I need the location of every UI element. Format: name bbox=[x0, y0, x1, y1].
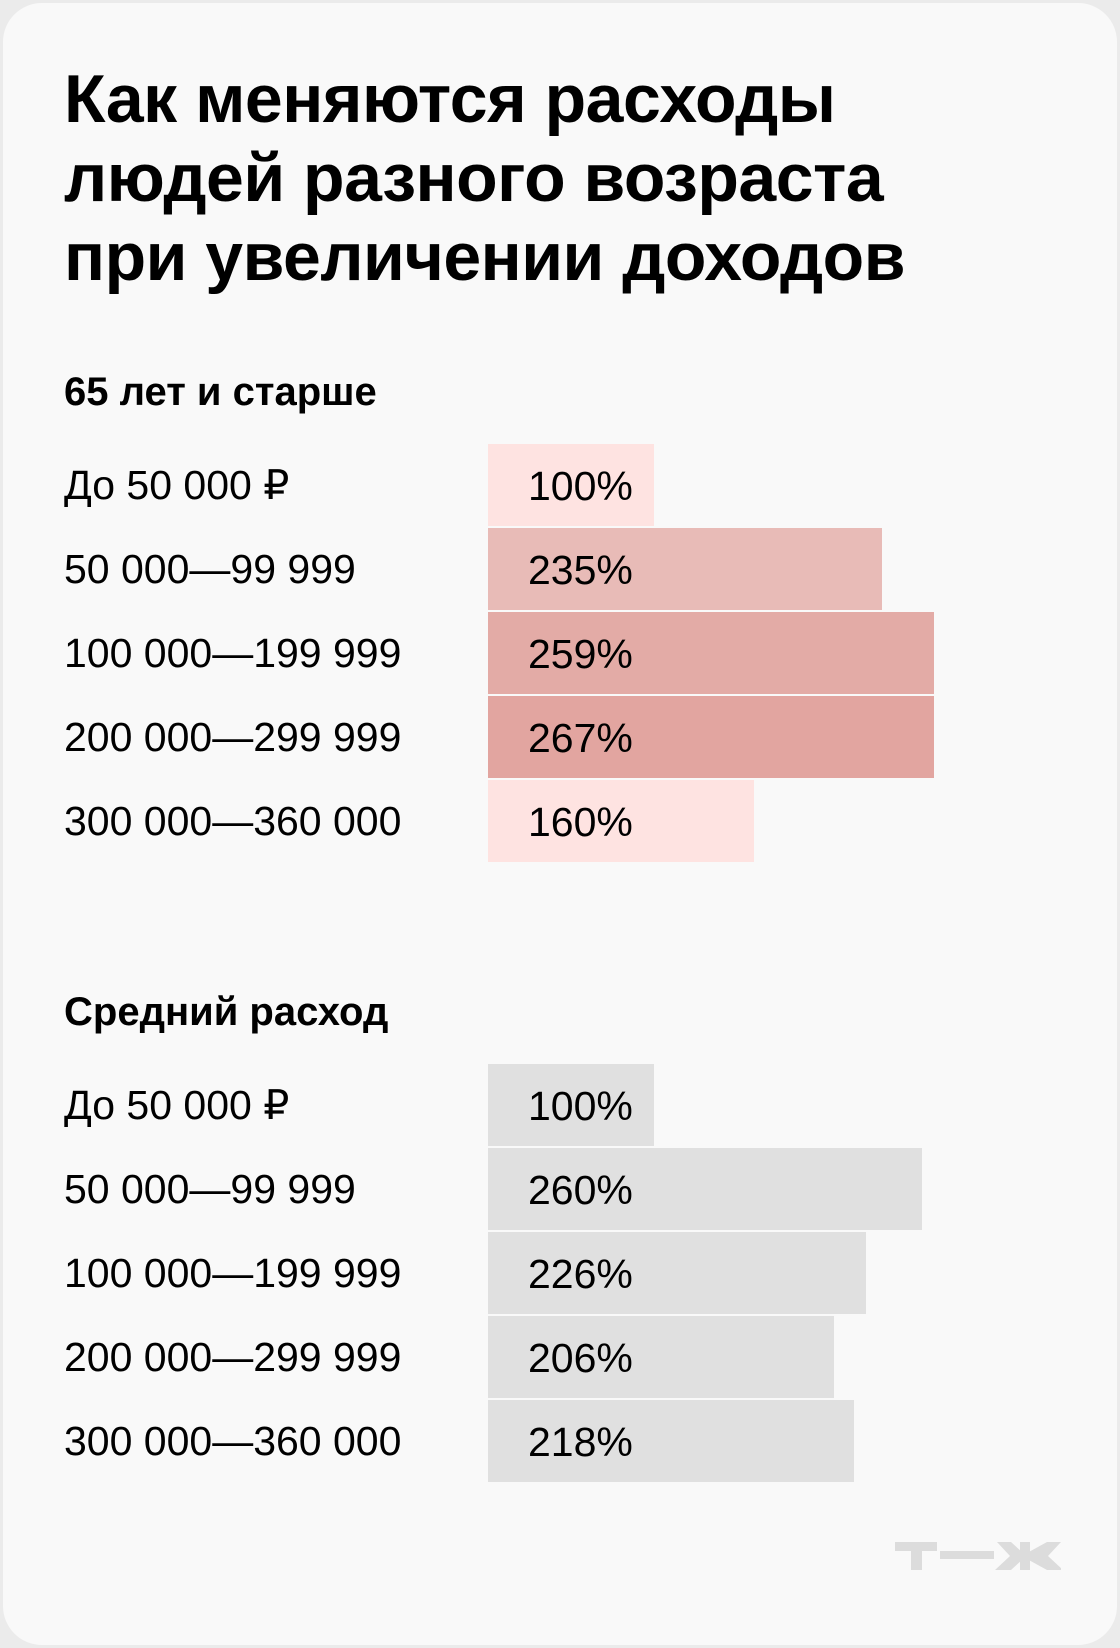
chart-title: Как меняются расходы людей разного возра… bbox=[64, 60, 1044, 297]
bar-value: 160% bbox=[528, 799, 633, 845]
bar: 160% bbox=[488, 780, 754, 862]
row-label: До 50 000 ₽ bbox=[64, 1082, 290, 1128]
bar-value: 260% bbox=[528, 1167, 633, 1213]
row-label: 100 000—199 999 bbox=[64, 1250, 402, 1296]
bar: 260% bbox=[488, 1148, 922, 1230]
bar: 235% bbox=[488, 528, 882, 610]
bar-value: 259% bbox=[528, 631, 633, 677]
row-label: 300 000—360 000 bbox=[64, 1418, 402, 1464]
bar: 206% bbox=[488, 1316, 834, 1398]
bar: 218% bbox=[488, 1400, 854, 1482]
row-label: 300 000—360 000 bbox=[64, 798, 402, 844]
row-label: 200 000—299 999 bbox=[64, 714, 402, 760]
bar: 267% bbox=[488, 696, 934, 778]
chart-row: 200 000—299 999 267% bbox=[3, 696, 1120, 778]
chart-row: 300 000—360 000 218% bbox=[3, 1400, 1120, 1482]
bar-value: 218% bbox=[528, 1419, 633, 1465]
tj-logo-icon bbox=[895, 1542, 1061, 1570]
bar-value: 100% bbox=[528, 1083, 633, 1129]
row-label: 200 000—299 999 bbox=[64, 1334, 402, 1380]
chart-row: До 50 000 ₽ 100% bbox=[3, 444, 1120, 526]
chart-row: 200 000—299 999 206% bbox=[3, 1316, 1120, 1398]
bar-value: 206% bbox=[528, 1335, 633, 1381]
chart-row: 50 000—99 999 260% bbox=[3, 1148, 1120, 1230]
bar: 100% bbox=[488, 444, 654, 526]
title-line: при увеличении доходов bbox=[64, 219, 906, 295]
bar: 226% bbox=[488, 1232, 866, 1314]
chart-row: 300 000—360 000 160% bbox=[3, 780, 1120, 862]
bar: 259% bbox=[488, 612, 934, 694]
chart-row: 50 000—99 999 235% bbox=[3, 528, 1120, 610]
bar-value: 226% bbox=[528, 1251, 633, 1297]
row-label: До 50 000 ₽ bbox=[64, 462, 290, 508]
title-line: Как меняются расходы bbox=[64, 61, 836, 137]
bar-value: 100% bbox=[528, 463, 633, 509]
section-heading-seniors: 65 лет и старше bbox=[64, 370, 377, 414]
row-label: 100 000—199 999 bbox=[64, 630, 402, 676]
title-line: людей разного возраста bbox=[64, 140, 884, 216]
section-heading-average: Средний расход bbox=[64, 990, 389, 1034]
chart-row: 100 000—199 999 226% bbox=[3, 1232, 1120, 1314]
bar-value: 267% bbox=[528, 715, 633, 761]
row-label: 50 000—99 999 bbox=[64, 546, 356, 592]
row-label: 50 000—99 999 bbox=[64, 1166, 356, 1212]
chart-row: 100 000—199 999 259% bbox=[3, 612, 1120, 694]
chart-row: До 50 000 ₽ 100% bbox=[3, 1064, 1120, 1146]
bar: 100% bbox=[488, 1064, 654, 1146]
bar-value: 235% bbox=[528, 547, 633, 593]
